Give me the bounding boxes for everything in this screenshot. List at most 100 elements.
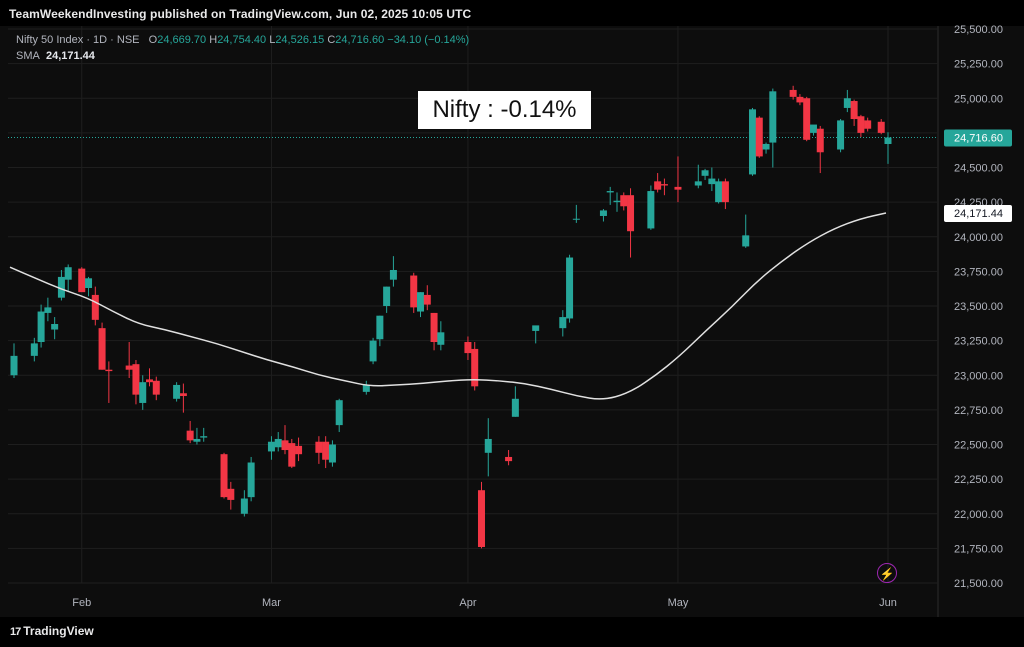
last-price-tag-text: 24,716.60 — [954, 133, 1003, 145]
open-value: 24,669.70 — [157, 34, 207, 46]
price-tick-label: 23,500.00 — [954, 301, 1003, 313]
sma-price-tag-bg — [944, 205, 1012, 223]
candle-up — [647, 185, 655, 230]
candle-up — [389, 256, 397, 287]
publisher-bar: TeamWeekendInvesting published on Tradin… — [0, 0, 1024, 26]
sma-line — [9, 212, 887, 400]
candle-body — [335, 400, 343, 426]
time-axis[interactable]: Feb Mar Apr May Jun — [72, 597, 897, 609]
time-tick-label: Jun — [879, 597, 897, 609]
candle-down — [674, 156, 682, 203]
price-axis[interactable]: 21,500.00 21,750.00 22,000.00 22,250.00 22,5… — [954, 24, 1003, 590]
candle-down — [78, 267, 86, 293]
candle-up — [809, 124, 817, 136]
candle-down — [315, 436, 323, 464]
candle-up — [247, 456, 255, 502]
grid-lines — [8, 26, 939, 617]
candle-body — [220, 454, 228, 498]
candle-body — [91, 294, 99, 320]
open-label: O — [148, 34, 158, 46]
candle-down — [152, 376, 160, 401]
candle-body — [606, 191, 614, 193]
candle-body — [803, 98, 811, 140]
candle-down — [105, 361, 113, 403]
candle-body — [200, 436, 208, 438]
candle-up — [10, 343, 18, 379]
candle-up — [85, 276, 93, 297]
candle-body — [132, 364, 140, 395]
candle-body — [884, 137, 892, 144]
candle-body — [152, 380, 160, 395]
last-price-tag: 24,716.60 — [944, 129, 1012, 147]
candle-body — [599, 210, 607, 216]
candle-body — [430, 312, 438, 343]
candle-up — [715, 178, 723, 204]
candle-body — [423, 294, 431, 305]
candle-body — [30, 343, 38, 356]
candle-body — [328, 444, 336, 463]
candle-up — [708, 167, 716, 192]
candle-body — [125, 365, 133, 370]
price-tick-label: 25,500.00 — [954, 24, 1003, 36]
footer-bar: 17 TradingView — [0, 617, 1024, 647]
lightning-bolt-icon[interactable]: ⚡ — [877, 563, 897, 583]
candle-body — [139, 382, 147, 403]
candle-body — [511, 398, 519, 417]
candle-up — [383, 286, 391, 313]
candle-body — [484, 438, 492, 453]
candle-down — [322, 436, 330, 469]
tradingview-logo[interactable]: 17 TradingView — [10, 624, 94, 638]
candle-body — [620, 195, 628, 207]
candle-down — [803, 96, 811, 142]
time-tick-label: Apr — [459, 597, 476, 609]
candle-body — [10, 355, 18, 376]
price-tick-label: 21,750.00 — [954, 543, 1003, 555]
candle-up — [57, 269, 65, 301]
symbol-legend: Nifty 50 Index · 1D · NSE O24,669.70 H24… — [16, 34, 469, 66]
price-tick-label: 22,250.00 — [954, 474, 1003, 486]
candle-down — [227, 481, 235, 510]
candle-body — [559, 317, 567, 329]
candle-body — [660, 184, 668, 186]
candle-down — [281, 425, 289, 455]
time-tick-label: Mar — [262, 597, 281, 609]
candle-body — [227, 488, 235, 500]
candle-down — [864, 117, 872, 132]
candle-up — [572, 204, 580, 223]
candle-body — [809, 124, 817, 133]
candle-up — [193, 427, 201, 445]
candle-up — [701, 168, 709, 180]
candle-body — [98, 328, 106, 370]
candle-body — [674, 186, 682, 190]
candle-up — [484, 418, 492, 477]
time-tick-label: Feb — [72, 597, 91, 609]
tradingview-logo-text: TradingView — [23, 624, 94, 638]
candle-body — [721, 181, 729, 203]
candle-body — [186, 430, 194, 441]
candle-body — [85, 278, 93, 288]
candle-body — [654, 181, 662, 190]
candle-up — [762, 142, 770, 154]
candle-down — [430, 312, 438, 351]
high-value: 24,754.40 — [217, 34, 267, 46]
time-tick-label: May — [668, 597, 689, 609]
candle-down — [755, 116, 763, 158]
candle-up — [566, 254, 574, 323]
candle-up — [843, 89, 851, 113]
candle-body — [44, 307, 52, 313]
candle-up — [37, 304, 45, 348]
candle-up — [417, 292, 425, 318]
candle-body — [383, 286, 391, 306]
candle-body — [437, 332, 445, 345]
candle-body — [417, 292, 425, 312]
candle-body — [505, 456, 513, 462]
price-tick-label: 22,750.00 — [954, 405, 1003, 417]
candle-body — [843, 98, 851, 108]
candle-up — [694, 164, 702, 189]
candle-body — [769, 91, 777, 143]
candle-body — [701, 170, 709, 176]
candle-down — [91, 286, 99, 326]
candle-up — [511, 386, 519, 417]
candle-body — [471, 348, 479, 387]
